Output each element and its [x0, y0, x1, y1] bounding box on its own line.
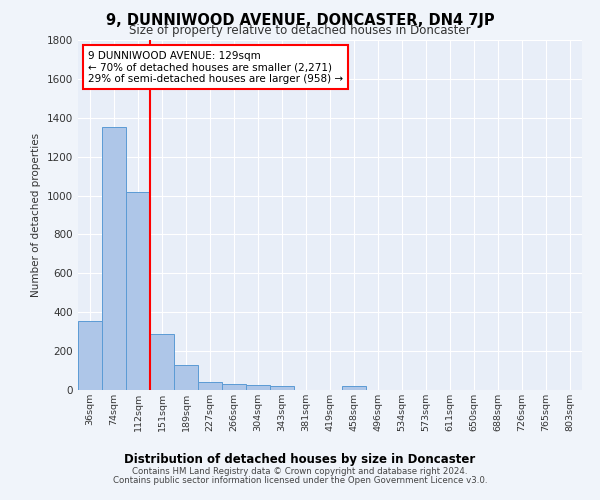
Bar: [198, 382, 222, 390]
Text: Contains public sector information licensed under the Open Government Licence v3: Contains public sector information licen…: [113, 476, 487, 485]
Bar: [222, 384, 246, 390]
Bar: [174, 364, 198, 390]
Bar: [270, 386, 294, 390]
Text: 9 DUNNIWOOD AVENUE: 129sqm
← 70% of detached houses are smaller (2,271)
29% of s: 9 DUNNIWOOD AVENUE: 129sqm ← 70% of deta…: [88, 50, 343, 84]
Bar: [150, 334, 174, 390]
Bar: [102, 126, 126, 390]
Bar: [126, 192, 150, 390]
Text: Distribution of detached houses by size in Doncaster: Distribution of detached houses by size …: [124, 453, 476, 466]
Bar: [246, 385, 270, 390]
Text: Size of property relative to detached houses in Doncaster: Size of property relative to detached ho…: [129, 24, 471, 37]
Text: Contains HM Land Registry data © Crown copyright and database right 2024.: Contains HM Land Registry data © Crown c…: [132, 467, 468, 476]
Y-axis label: Number of detached properties: Number of detached properties: [31, 133, 41, 297]
Bar: [342, 386, 366, 390]
Bar: [78, 321, 102, 390]
Text: 9, DUNNIWOOD AVENUE, DONCASTER, DN4 7JP: 9, DUNNIWOOD AVENUE, DONCASTER, DN4 7JP: [106, 12, 494, 28]
